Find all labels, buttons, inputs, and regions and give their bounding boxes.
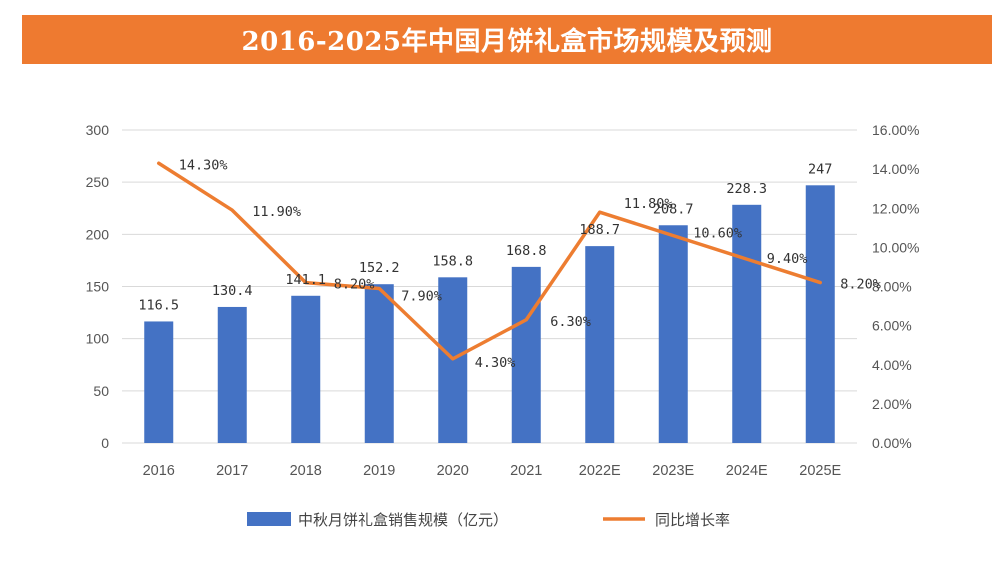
chart-title-banner: 2016-2025年中国月饼礼盒市场规模及预测 xyxy=(22,15,992,64)
line-data-label: 14.30% xyxy=(179,157,228,173)
x-tick-label: 2016 xyxy=(143,463,175,479)
bar-data-label: 188.7 xyxy=(579,222,620,238)
bar xyxy=(585,246,615,443)
y-right-tick-label: 0.00% xyxy=(872,435,912,451)
bar-data-label: 130.4 xyxy=(212,283,253,299)
bar-data-label: 208.7 xyxy=(653,201,694,217)
x-tick-label: 2022E xyxy=(579,463,621,479)
y-left-tick-label: 50 xyxy=(93,383,109,399)
y-right-tick-label: 14.00% xyxy=(872,161,919,177)
x-tick-label: 2023E xyxy=(652,463,694,479)
bar-data-label: 168.8 xyxy=(506,243,547,259)
x-tick-label: 2021 xyxy=(510,463,542,479)
y-right-tick-label: 16.00% xyxy=(872,122,919,138)
line-data-label: 7.90% xyxy=(401,288,442,304)
x-tick-label: 2017 xyxy=(216,463,248,479)
bar xyxy=(364,284,394,443)
line-data-label: 8.20% xyxy=(840,277,881,293)
bar xyxy=(658,225,688,443)
bar xyxy=(217,306,247,443)
x-tick-label: 2025E xyxy=(799,463,841,479)
bar-data-label: 158.8 xyxy=(432,253,473,269)
growth-rate-line xyxy=(157,161,822,361)
y-right-tick-label: 2.00% xyxy=(872,396,912,412)
line-data-label: 10.60% xyxy=(693,226,742,242)
y-left-tick-label: 0 xyxy=(101,435,109,451)
chart-title: 2016-2025年中国月饼礼盒市场规模及预测 xyxy=(241,27,773,57)
y-left-tick-label: 100 xyxy=(86,331,110,347)
y-left-tick-label: 250 xyxy=(86,174,110,190)
y-right-tick-label: 12.00% xyxy=(872,200,919,216)
legend-bar-swatch xyxy=(247,512,291,526)
bar xyxy=(144,321,174,443)
legend-line-label: 同比增长率 xyxy=(655,511,730,529)
y-right-tick-label: 6.00% xyxy=(872,318,912,334)
y-left-tick-label: 300 xyxy=(86,122,110,138)
bar xyxy=(291,295,321,443)
y-right-tick-label: 4.00% xyxy=(872,357,912,373)
bar-data-label: 228.3 xyxy=(726,181,767,197)
legend-bar-label: 中秋月饼礼盒销售规模（亿元） xyxy=(298,511,508,529)
bar xyxy=(805,185,835,443)
y-left-tick-label: 200 xyxy=(86,226,110,242)
x-tick-label: 2024E xyxy=(726,463,768,479)
x-tick-label: 2019 xyxy=(363,463,395,479)
line-data-label: 9.40% xyxy=(767,251,808,267)
y-right-tick-label: 8.00% xyxy=(872,279,912,295)
y-left-tick-label: 150 xyxy=(86,279,110,295)
y-right-tick-label: 10.00% xyxy=(872,239,919,255)
line-data-label: 11.90% xyxy=(252,204,301,220)
bar-data-label: 152.2 xyxy=(359,260,400,276)
bar-data-label: 247 xyxy=(808,161,832,177)
bar-data-label: 141.1 xyxy=(285,272,326,288)
line-data-label: 4.30% xyxy=(475,355,516,371)
line-data-label: 11.80% xyxy=(624,196,673,212)
bar xyxy=(511,266,541,443)
x-tick-label: 2018 xyxy=(290,463,322,479)
bar-data-label: 116.5 xyxy=(138,297,179,313)
line-data-label: 6.30% xyxy=(550,314,591,330)
x-tick-label: 2020 xyxy=(437,463,469,479)
line-data-label: 8.20% xyxy=(334,277,375,293)
bar xyxy=(732,204,762,443)
